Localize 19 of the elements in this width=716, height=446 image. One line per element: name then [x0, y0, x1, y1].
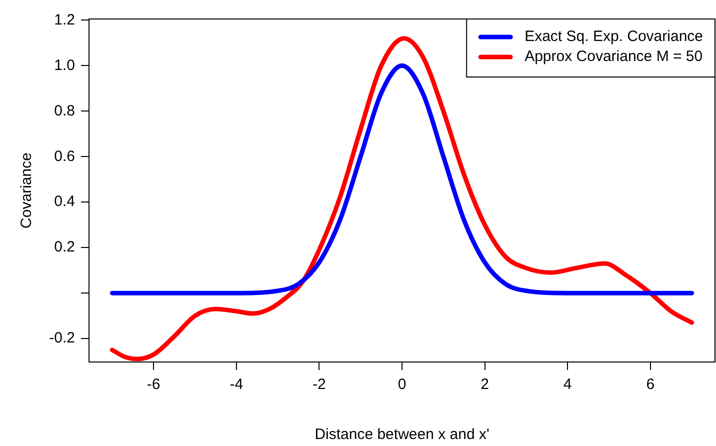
y-tick-label: 0.6 [54, 148, 75, 165]
x-axis-title: Distance between x and x' [314, 426, 490, 444]
y-tick-label: 1.2 [54, 11, 75, 28]
y-tick-label: -0.2 [49, 330, 75, 347]
legend-label: Approx Covariance M = 50 [524, 48, 703, 66]
legend-label: Exact Sq. Exp. Covariance [524, 28, 704, 46]
x-tick-label: -2 [312, 376, 326, 394]
y-tick-label: 0.4 [54, 193, 75, 210]
y-tick-label: 1.0 [54, 56, 75, 74]
x-tick-label: 2 [480, 376, 489, 394]
y-axis-title: Covariance [18, 152, 36, 228]
x-tick-label: -6 [146, 376, 160, 394]
line-series [110, 63, 694, 296]
x-tick-label: 0 [398, 376, 406, 394]
y-tick-label: 0.8 [54, 102, 75, 120]
x-tick-label: 6 [646, 376, 655, 394]
x-tick-label: 4 [563, 376, 572, 394]
y-tick-label: 0.2 [54, 238, 75, 256]
x-tick-label: -4 [230, 376, 244, 394]
